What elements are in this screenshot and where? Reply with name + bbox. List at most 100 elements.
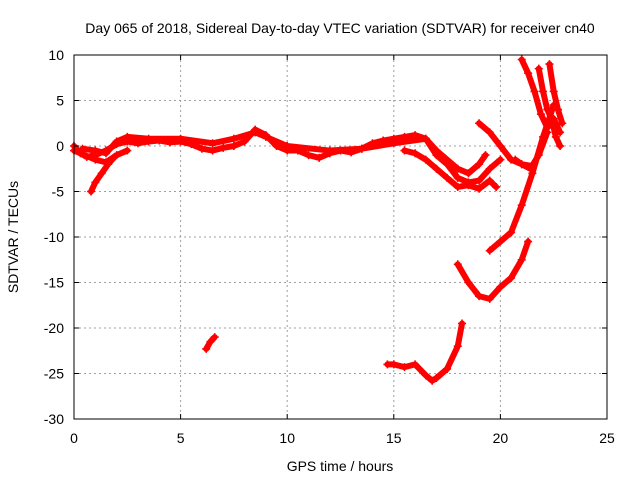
grid: [74, 55, 607, 419]
series-spike-c: [545, 60, 567, 128]
data-point: [144, 134, 153, 143]
data-point: [208, 146, 217, 155]
data-point: [389, 139, 398, 148]
data-point: [91, 155, 100, 164]
series-upper-branch: [78, 128, 490, 178]
series-early-dip: [87, 152, 119, 196]
data-point: [453, 173, 462, 182]
data-point: [325, 146, 334, 155]
data-point: [97, 169, 106, 178]
data-point: [517, 255, 526, 264]
series-trace: [546, 61, 566, 127]
data-point: [202, 344, 211, 353]
data-point: [443, 364, 452, 373]
data-layer: [70, 55, 567, 385]
data-point: [428, 376, 437, 385]
data-point: [507, 228, 516, 237]
data-point: [123, 132, 132, 141]
data-point: [551, 132, 560, 141]
data-point: [411, 149, 420, 158]
data-point: [517, 201, 526, 210]
x-tick-label: 15: [386, 430, 402, 446]
series-trace: [476, 120, 536, 170]
data-point: [432, 374, 441, 383]
data-point: [485, 164, 494, 173]
series-right-loop: [475, 119, 537, 171]
data-point: [496, 142, 505, 150]
data-point: [206, 337, 215, 346]
data-point: [496, 155, 505, 164]
data-point: [261, 132, 270, 141]
data-point: [229, 142, 238, 150]
data-point: [545, 60, 554, 69]
y-tick-label: -10: [44, 229, 64, 245]
data-point: [87, 187, 96, 196]
data-point: [453, 164, 462, 173]
data-point: [453, 342, 462, 351]
data-point: [251, 128, 260, 137]
data-point: [547, 114, 556, 123]
data-point: [411, 360, 420, 369]
series-trace: [512, 129, 551, 172]
x-tick-label: 10: [279, 430, 295, 446]
data-point: [475, 119, 484, 128]
data-point: [549, 87, 558, 96]
data-point: [475, 176, 484, 185]
data-point: [553, 105, 562, 114]
series-rise-b: [453, 237, 533, 303]
data-point: [464, 169, 473, 178]
data-point: [240, 137, 249, 146]
data-point: [197, 144, 206, 153]
data-point: [229, 134, 238, 143]
series-rise-c: [383, 319, 467, 385]
data-point: [421, 134, 430, 143]
data-point: [558, 119, 567, 128]
data-point: [453, 260, 462, 269]
data-point: [176, 134, 185, 143]
data-point: [517, 160, 526, 169]
y-tick-label: -20: [44, 320, 64, 336]
data-point: [421, 155, 430, 164]
data-point: [539, 87, 548, 96]
series-trace: [384, 320, 466, 384]
data-point: [492, 182, 501, 191]
data-point: [485, 246, 494, 255]
data-point: [432, 164, 441, 173]
data-point: [485, 294, 494, 303]
data-point: [511, 155, 520, 164]
series-blip: [202, 333, 219, 353]
data-point: [421, 371, 430, 380]
data-point: [475, 160, 484, 169]
data-point: [315, 153, 324, 162]
y-tick-label: 0: [56, 138, 64, 154]
data-point: [524, 69, 533, 78]
x-tick-label: 25: [599, 430, 615, 446]
data-point: [104, 160, 113, 169]
data-point: [475, 292, 484, 301]
data-point: [534, 151, 543, 160]
data-point: [481, 151, 490, 160]
data-point: [485, 176, 494, 185]
y-tick-label: -25: [44, 366, 64, 382]
data-point: [507, 273, 516, 282]
y-tick-label: -15: [44, 275, 64, 291]
data-point: [80, 151, 89, 160]
series-trace: [454, 238, 532, 302]
data-point: [475, 184, 484, 193]
data-point: [219, 143, 228, 152]
y-tick-label: -30: [44, 411, 64, 427]
axis-ticks: 0 5 10 15 20 25 -30 -25 -20 -15 -10 -5 0 5 10: [44, 47, 615, 446]
chart-title: Day 065 of 2018, Sidereal Day-to-day VTE…: [85, 20, 595, 36]
data-point: [526, 164, 535, 173]
y-tick-label: -5: [52, 184, 65, 200]
data-point: [123, 146, 132, 155]
data-point: [543, 105, 552, 114]
data-point: [91, 146, 100, 155]
data-point: [208, 139, 217, 148]
data-point: [110, 152, 119, 161]
series-lower-branch: [400, 146, 501, 193]
x-tick-label: 5: [177, 430, 185, 446]
data-point: [464, 181, 473, 190]
data-point: [357, 144, 366, 153]
